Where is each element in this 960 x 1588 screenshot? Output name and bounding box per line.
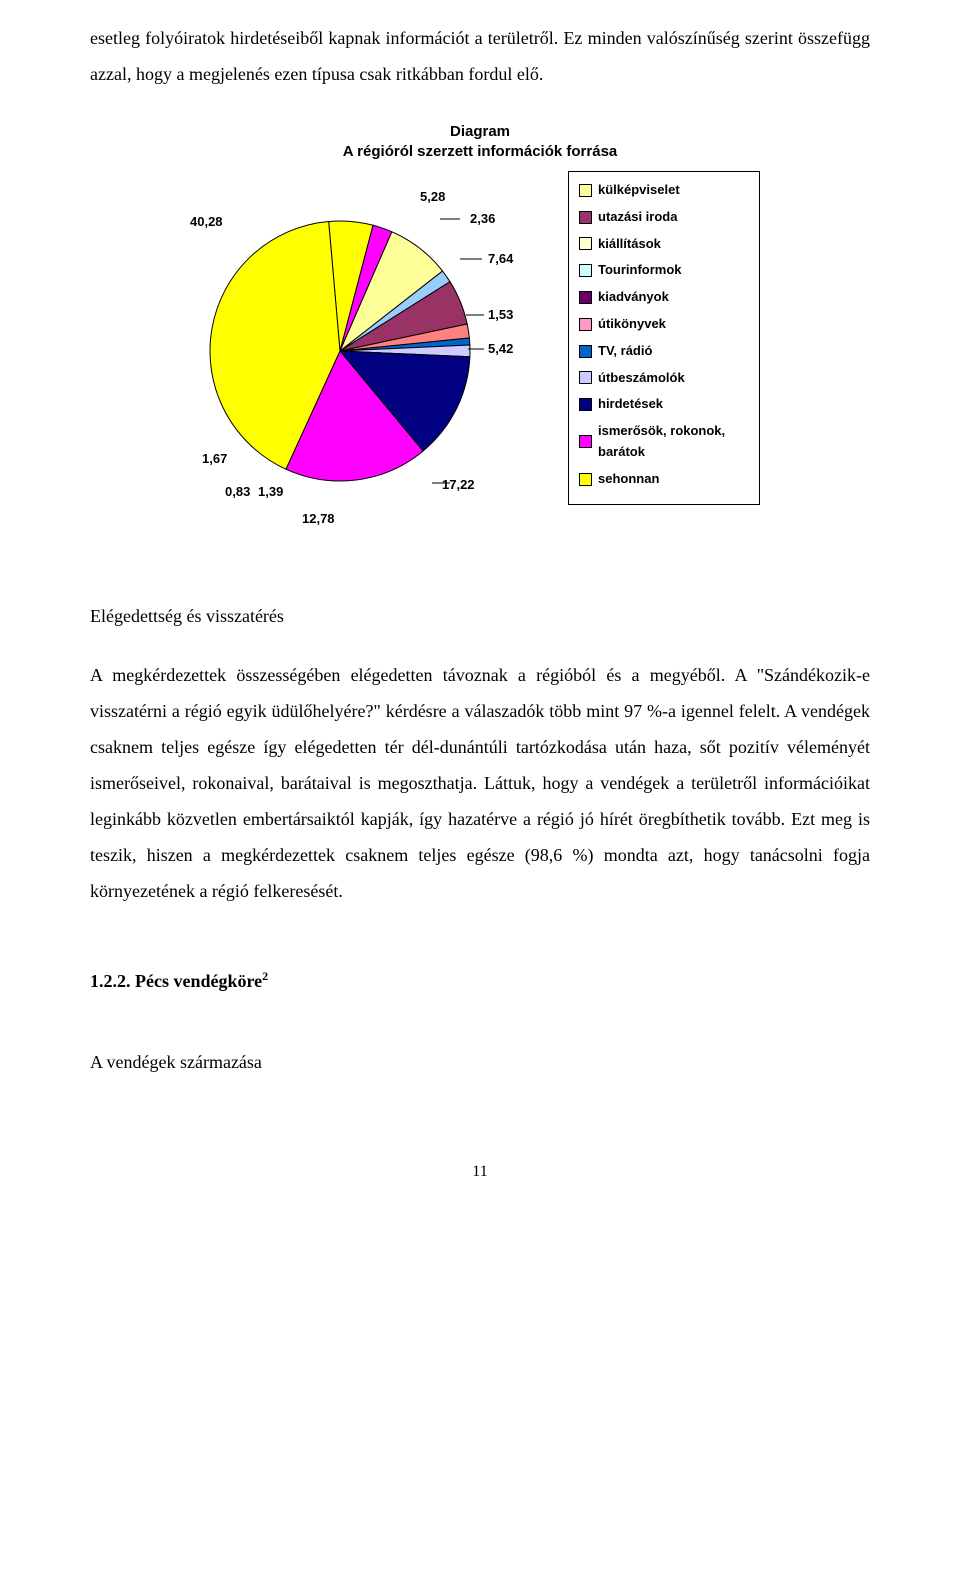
legend-swatch (579, 184, 592, 197)
legend-item: kiadványok (579, 287, 749, 308)
pie-chart: 40,28 5,28 2,36 7,64 1,53 5,42 17,22 12,78 1,39 0… (170, 171, 550, 546)
legend-swatch (579, 371, 592, 384)
pie-value-label: 1,39 (258, 484, 283, 499)
legend-item: hirdetések (579, 394, 749, 415)
legend-swatch (579, 435, 592, 448)
pie-value-label: 5,28 (420, 189, 445, 204)
legend-swatch (579, 237, 592, 250)
pie-value-label: 1,53 (488, 307, 513, 322)
legend-item: sehonnan (579, 469, 749, 490)
legend-label: ismerősök, rokonok, barátok (598, 421, 749, 463)
legend-label: útbeszámolók (598, 368, 685, 389)
legend-label: sehonnan (598, 469, 659, 490)
chart-title-line2: A régióról szerzett információk forrása (343, 143, 618, 160)
pie-value-label: 1,67 (202, 451, 227, 466)
subsection-heading-pecs: 1.2.2. Pécs vendégköre2 (90, 969, 870, 992)
pie-value-label: 5,42 (488, 341, 513, 356)
legend-item: kiállítások (579, 234, 749, 255)
satisfaction-paragraph: A megkérdezettek összességében elégedett… (90, 657, 870, 909)
legend-item: Tourinformok (579, 260, 749, 281)
legend-swatch (579, 291, 592, 304)
footnote-ref: 2 (262, 969, 268, 983)
intro-paragraph: esetleg folyóiratok hirdetéseiből kapnak… (90, 20, 870, 92)
page-number: 11 (90, 1163, 870, 1181)
pie-value-label: 40,28 (190, 214, 223, 229)
legend-item: TV, rádió (579, 341, 749, 362)
legend-label: külképviselet (598, 180, 680, 201)
subsection-heading-pecs-text: 1.2.2. Pécs vendégköre (90, 971, 262, 991)
legend-label: Tourinformok (598, 260, 682, 281)
legend-item: utazási iroda (579, 207, 749, 228)
pie-value-label: 0,83 (225, 484, 250, 499)
legend-label: hirdetések (598, 394, 663, 415)
legend-label: kiadványok (598, 287, 669, 308)
legend-swatch (579, 345, 592, 358)
pie-value-label: 17,22 (442, 477, 475, 492)
legend-swatch (579, 473, 592, 486)
pie-value-label: 2,36 (470, 211, 495, 226)
legend-item: útikönyvek (579, 314, 749, 335)
legend-swatch (579, 318, 592, 331)
section-heading-origin: A vendégek származása (90, 1052, 870, 1073)
legend-item: külképviselet (579, 180, 749, 201)
pie-value-label: 12,78 (302, 511, 335, 526)
legend-swatch (579, 264, 592, 277)
legend-label: kiállítások (598, 234, 661, 255)
legend-swatch (579, 398, 592, 411)
legend-label: utazási iroda (598, 207, 677, 228)
chart-legend: külképviselet utazási iroda kiállítások Tou… (568, 171, 760, 505)
chart-title-line1: Diagram (450, 123, 510, 140)
legend-label: útikönyvek (598, 314, 666, 335)
pie-chart-block: Diagram A régióról szerzett információk … (170, 122, 790, 546)
legend-swatch (579, 211, 592, 224)
pie-value-label: 7,64 (488, 251, 514, 266)
legend-item: útbeszámolók (579, 368, 749, 389)
legend-item: ismerősök, rokonok, barátok (579, 421, 749, 463)
section-heading-satisfaction: Elégedettség és visszatérés (90, 606, 870, 627)
legend-label: TV, rádió (598, 341, 652, 362)
chart-title: Diagram A régióról szerzett információk … (170, 122, 790, 161)
